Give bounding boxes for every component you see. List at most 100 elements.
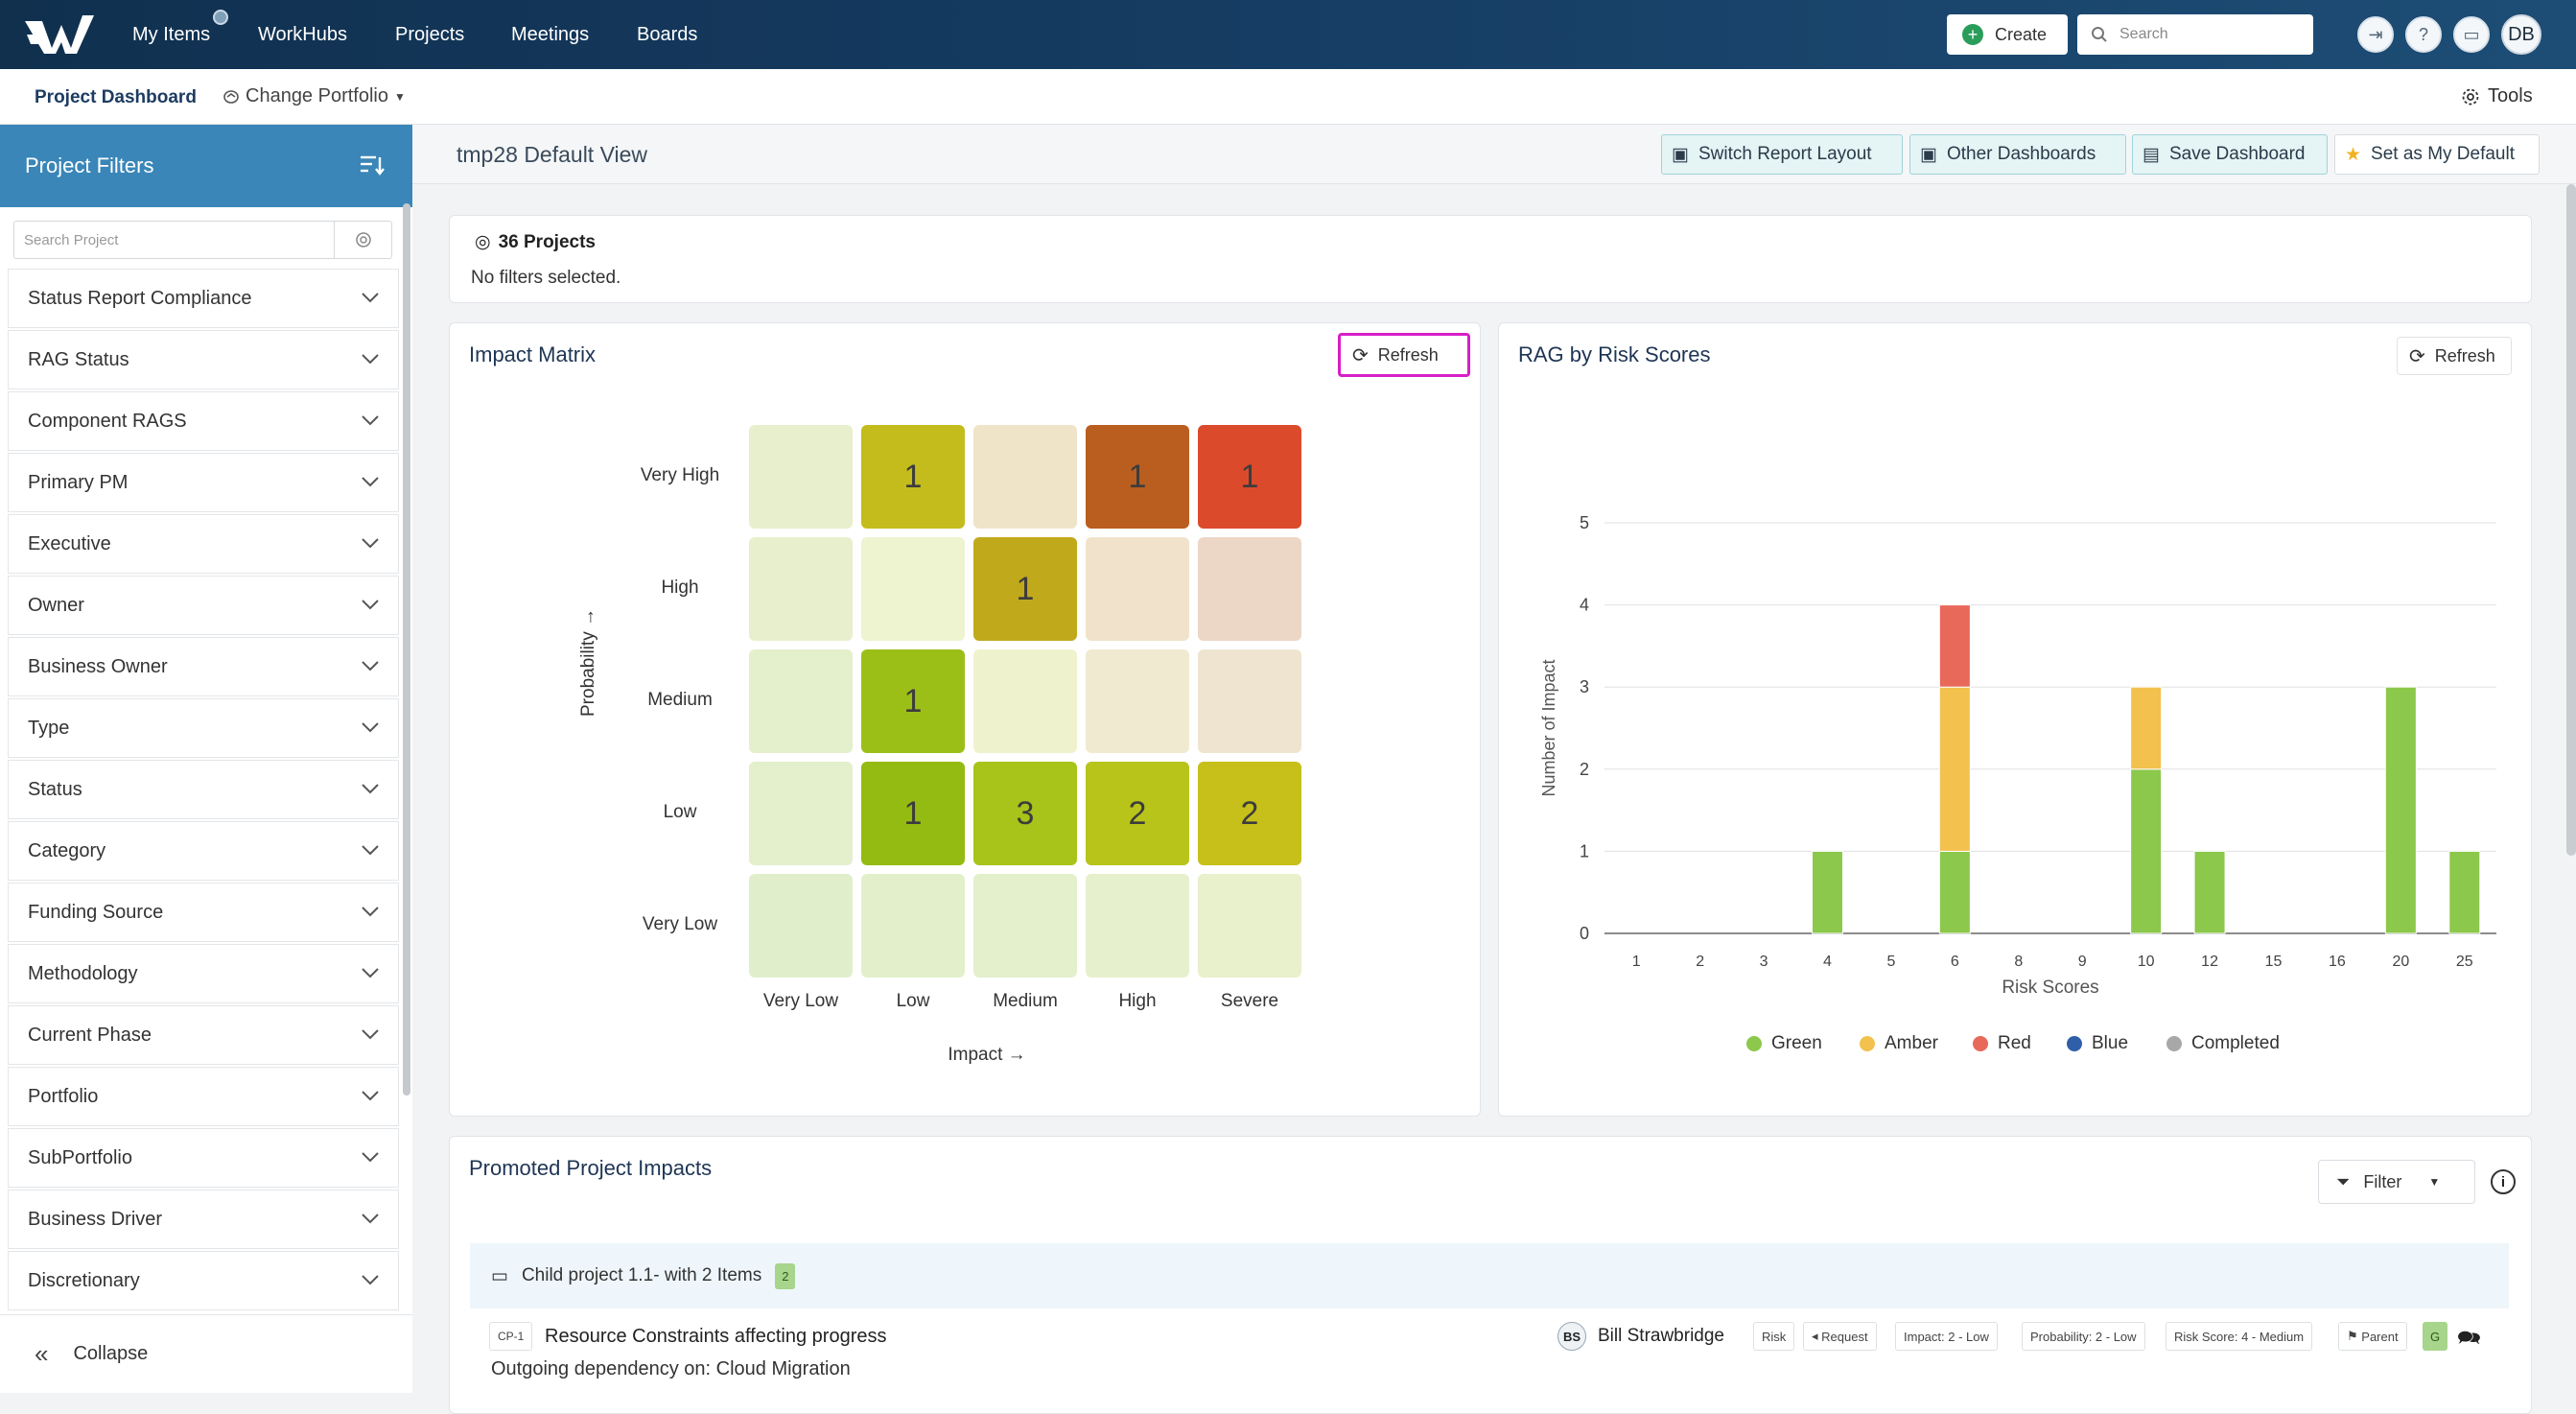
x-tick-label: 4 [1823,954,1832,970]
legend-item[interactable]: Blue [2067,1033,2128,1054]
matrix-cell[interactable] [861,874,965,978]
filter-item[interactable]: Type [8,698,399,758]
sort-icon[interactable] [359,153,386,177]
matrix-cell[interactable]: 1 [1086,425,1189,529]
info-icon[interactable]: i [2491,1169,2516,1194]
legend-item[interactable]: Amber [1860,1033,1938,1054]
matrix-cell[interactable] [1086,649,1189,753]
chat-icon[interactable]: ▭ [2453,16,2490,53]
filter-item[interactable]: Funding Source [8,883,399,942]
filter-item[interactable]: Methodology [8,944,399,1003]
matrix-cell[interactable]: 3 [973,762,1077,865]
filter-item[interactable]: SubPortfolio [8,1128,399,1188]
filter-label: Owner [28,594,84,616]
filter-label: Category [28,839,106,861]
matrix-cell[interactable] [1086,874,1189,978]
app-logo[interactable] [23,10,100,59]
matrix-cell[interactable]: 2 [1198,762,1301,865]
legend-item[interactable]: Green [1746,1033,1822,1054]
matrix-cell[interactable] [749,762,853,865]
filter-item[interactable]: Category [8,821,399,881]
parent-label: Parent [2361,1329,2399,1344]
main-scrollbar[interactable] [2566,184,2576,856]
matrix-cell[interactable] [1086,537,1189,641]
sidebar-scrollbar[interactable] [403,203,410,1096]
create-button[interactable]: + Create [1947,14,2068,55]
matrix-cell[interactable]: 2 [1086,762,1189,865]
help-icon[interactable]: ? [2405,16,2442,53]
user-avatar[interactable]: DB [2501,14,2541,55]
matrix-cell[interactable]: 1 [861,762,965,865]
save-dashboard-button[interactable]: ▤ Save Dashboard [2132,134,2328,175]
tools-button[interactable]: Tools [2461,85,2533,107]
matrix-cell[interactable] [973,649,1077,753]
matrix-cell[interactable]: 1 [973,537,1077,641]
filter-label: Filter [2363,1171,2402,1191]
matrix-cell[interactable] [861,537,965,641]
nav-boards[interactable]: Boards [637,0,697,69]
matrix-cell[interactable]: 1 [861,425,965,529]
matrix-cell[interactable]: 1 [1198,425,1301,529]
nav-projects[interactable]: Projects [395,0,464,69]
chevron-down-icon [360,595,381,617]
filter-item[interactable]: Component RAGS [8,391,399,451]
legend-item[interactable]: Completed [2166,1033,2280,1054]
matrix-cell[interactable] [749,537,853,641]
bar-segment [2130,686,2163,770]
filter-item[interactable]: Business Owner [8,637,399,696]
filter-label: RAG Status [28,348,129,370]
switch-report-layout-button[interactable]: ▣ Switch Report Layout [1661,134,1903,175]
project-search-input[interactable]: Search Project [13,221,392,259]
filter-item[interactable]: Status Report Compliance [8,269,399,328]
comments-icon[interactable]: 🗪 [2457,1328,2481,1349]
impact-item-row[interactable]: CP-1 Resource Constraints affecting prog… [470,1312,2509,1393]
chevron-down-icon [360,779,381,801]
filter-item[interactable]: Executive [8,514,399,574]
legend-swatch [1860,1036,1875,1051]
nav-my-items[interactable]: My Items [132,0,210,69]
matrix-cell[interactable] [749,874,853,978]
nav-meetings[interactable]: Meetings [511,0,589,69]
probability-row-label: High [661,577,699,598]
change-portfolio-dropdown[interactable]: Change Portfolio ▼ [222,85,406,107]
global-search-input[interactable]: Search [2077,14,2313,55]
chevron-down-icon [360,963,381,985]
project-group-row[interactable]: ▭ Child project 1.1- with 2 Items 2 [470,1243,2509,1308]
matrix-cell[interactable] [1198,874,1301,978]
owner-name[interactable]: Bill Strawbridge [1598,1326,1724,1346]
set-as-my-default-button[interactable]: ★ Set as My Default [2334,134,2540,175]
matrix-cell[interactable]: 1 [861,649,965,753]
filter-item[interactable]: Portfolio [8,1067,399,1126]
matrix-cell[interactable] [749,649,853,753]
nav-label: Meetings [511,23,590,45]
filter-item[interactable]: Business Driver [8,1190,399,1249]
filter-item[interactable]: Current Phase [8,1005,399,1065]
gear-icon [2462,88,2479,105]
filter-item[interactable]: Owner [8,576,399,635]
filter-label: Current Phase [28,1024,152,1046]
impact-col-label: Medium [993,991,1058,1011]
nav-workhubs[interactable]: WorkHubs [258,0,347,69]
filter-item[interactable]: RAG Status [8,330,399,389]
filter-item[interactable]: Discretionary [8,1251,399,1310]
filter-item[interactable]: Primary PM [8,453,399,512]
filter-dropdown-button[interactable]: ⏷ Filter ▼ [2318,1160,2475,1204]
rag-chart-refresh-button[interactable]: ⟳ Refresh [2397,337,2512,375]
collapse-button[interactable]: « Collapse [0,1314,412,1393]
matrix-cell[interactable] [1198,537,1301,641]
legend-item[interactable]: Red [1973,1033,2031,1054]
matrix-cell[interactable] [1198,649,1301,753]
impact-matrix-title: Impact Matrix [469,342,597,366]
filter-item[interactable]: Status [8,760,399,819]
search-submit-button[interactable] [334,222,391,258]
portfolio-icon [223,89,239,104]
filter-label: Business Driver [28,1208,163,1230]
matrix-cell[interactable] [973,874,1077,978]
impact-matrix-refresh-button[interactable]: ⟳ Refresh [1338,333,1470,377]
matrix-cell[interactable] [973,425,1077,529]
project-dashboard-link[interactable]: Project Dashboard [35,87,197,107]
exit-icon[interactable]: ⇥ [2357,16,2394,53]
item-title[interactable]: Resource Constraints affecting progress [545,1326,887,1347]
matrix-cell[interactable] [749,425,853,529]
other-dashboards-button[interactable]: ▣ Other Dashboards [1909,134,2126,175]
